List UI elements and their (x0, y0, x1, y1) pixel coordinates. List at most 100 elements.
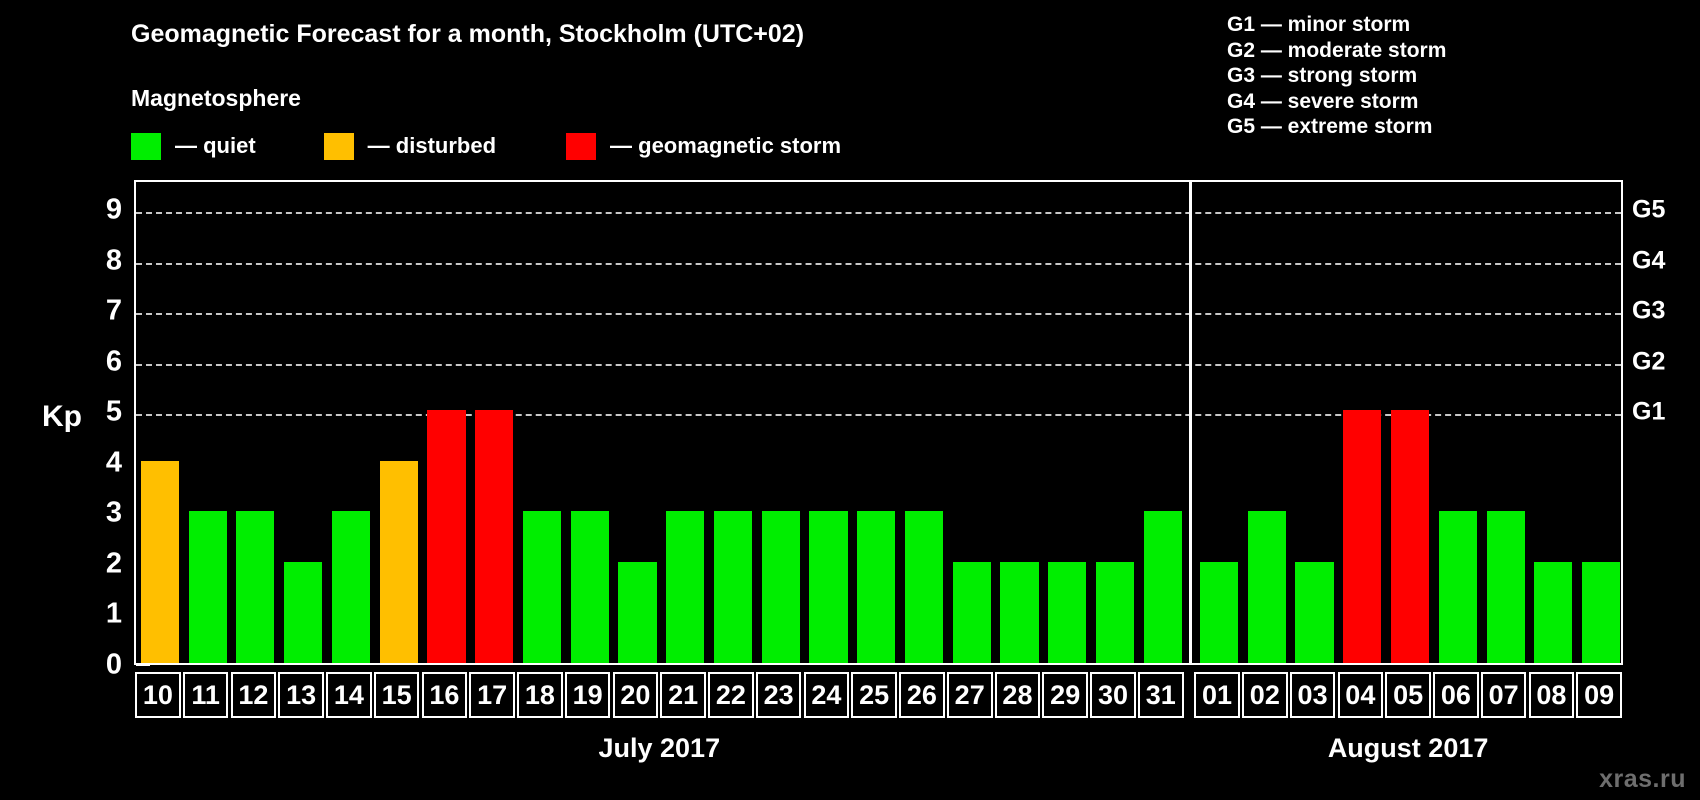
g-axis-tick-label-G2: G2 (1632, 347, 1666, 376)
bar-day-13[interactable] (284, 561, 323, 663)
day-label-23[interactable]: 23 (755, 672, 802, 718)
day-label-10[interactable]: 10 (135, 672, 181, 718)
y-axis-title: Kp (42, 400, 82, 433)
bar-day-05[interactable] (1391, 410, 1430, 663)
g-scale-line-g3: G3 — strong storm (1227, 64, 1418, 87)
bar-day-04[interactable] (1343, 410, 1382, 663)
day-label-29[interactable]: 29 (1042, 672, 1088, 718)
day-label-08[interactable]: 08 (1528, 672, 1575, 718)
bar-day-28[interactable] (1000, 561, 1039, 663)
bar-day-02[interactable] (1247, 511, 1286, 663)
day-label-21[interactable]: 21 (660, 672, 706, 718)
y-tick-mark-0 (136, 664, 150, 666)
bar-day-18[interactable] (522, 511, 562, 663)
bar-day-19[interactable] (570, 511, 609, 663)
month-label-july: July 2017 (598, 733, 721, 763)
bar-day-14[interactable] (331, 511, 370, 663)
y-tick-label-8: 8 (105, 244, 122, 277)
bar-day-27[interactable] (952, 561, 991, 663)
legend-label-quiet: — quiet (175, 133, 256, 158)
bar-day-22[interactable] (713, 511, 753, 663)
day-label-13[interactable]: 13 (278, 672, 324, 718)
day-label-05[interactable]: 05 (1385, 672, 1431, 718)
day-label-09[interactable]: 09 (1576, 672, 1622, 718)
day-label-01[interactable]: 01 (1194, 672, 1240, 718)
magnetosphere-legend: — quiet — disturbed — geomagnetic storm (131, 132, 841, 160)
y-tick-label-1: 1 (105, 597, 122, 630)
bar-day-03[interactable] (1295, 561, 1334, 663)
day-label-26[interactable]: 26 (899, 672, 945, 718)
y-axis-tick-labels: 0 1 2 3 4 5 6 7 8 9 (82, 180, 122, 681)
day-label-17[interactable]: 17 (469, 672, 515, 718)
day-label-22[interactable]: 22 (708, 672, 754, 718)
quiet-swatch (131, 132, 161, 160)
bar-day-23[interactable] (761, 511, 800, 663)
gridline-kp-6 (136, 363, 1621, 366)
day-label-04[interactable]: 04 (1337, 672, 1384, 718)
gridline-kp-8 (136, 262, 1621, 265)
gridline-kp-9 (136, 212, 1621, 215)
day-label-25[interactable]: 25 (851, 672, 897, 718)
day-label-20[interactable]: 20 (612, 672, 659, 718)
bar-day-07[interactable] (1486, 511, 1525, 663)
day-label-24[interactable]: 24 (803, 672, 850, 718)
g-axis-tick-label-G1: G1 (1632, 397, 1666, 426)
x-axis-day-labels: 10 11 12 13 14 15 16 17 18 19 20 21 22 23 24 25 26 27 28 29… (134, 672, 1623, 718)
day-label-16[interactable]: 16 (421, 672, 468, 718)
bar-day-25[interactable] (857, 511, 896, 663)
gridline-kp-7 (136, 313, 1621, 316)
legend-item-storm: — geomagnetic storm (566, 132, 842, 160)
bar-day-10[interactable] (140, 460, 179, 663)
day-label-30[interactable]: 30 (1090, 672, 1136, 718)
bar-day-12[interactable] (236, 511, 275, 663)
day-label-12[interactable]: 12 (230, 672, 277, 718)
y-tick-label-2: 2 (105, 547, 122, 580)
y-tick-label-0: 0 (105, 648, 122, 681)
bar-day-01[interactable] (1199, 561, 1239, 663)
site-watermark: xras.ru (1599, 765, 1686, 793)
bar-day-31[interactable] (1143, 511, 1182, 663)
plot-area (134, 180, 1623, 665)
g-axis-tick-labels: G1 G2 G3 G4 G5 (1632, 180, 1692, 665)
bar-day-11[interactable] (188, 511, 227, 663)
y-tick-label-4: 4 (105, 446, 122, 479)
day-label-14[interactable]: 14 (326, 672, 372, 718)
y-tick-label-9: 9 (105, 193, 122, 226)
bar-day-20[interactable] (618, 561, 657, 663)
day-label-03[interactable]: 03 (1289, 672, 1336, 718)
bar-day-08[interactable] (1534, 561, 1573, 663)
g-axis-tick-label-G3: G3 (1632, 296, 1666, 325)
page-title: Geomagnetic Forecast for a month, Stockh… (131, 20, 805, 48)
g-scale-line-g2: G2 — moderate storm (1227, 38, 1447, 62)
y-tick-label-5: 5 (105, 395, 122, 428)
day-label-02[interactable]: 02 (1242, 672, 1288, 718)
day-label-15[interactable]: 15 (373, 672, 420, 718)
bar-day-09[interactable] (1582, 561, 1621, 663)
day-label-19[interactable]: 19 (564, 672, 611, 718)
day-label-27[interactable]: 27 (946, 672, 993, 718)
bar-day-21[interactable] (666, 511, 705, 663)
bar-day-16[interactable] (427, 410, 466, 663)
day-label-28[interactable]: 28 (994, 672, 1041, 718)
bar-day-26[interactable] (904, 511, 944, 663)
storm-swatch (566, 132, 597, 160)
bar-day-29[interactable] (1048, 561, 1087, 663)
day-label-07[interactable]: 07 (1480, 672, 1527, 718)
bar-day-24[interactable] (809, 511, 848, 663)
day-label-31[interactable]: 31 (1137, 672, 1184, 718)
day-label-06[interactable]: 06 (1433, 672, 1479, 718)
legend-label-storm: — geomagnetic storm (610, 133, 842, 158)
bar-day-06[interactable] (1438, 511, 1477, 663)
g-scale-line-g4: G4 — severe storm (1227, 89, 1419, 113)
g-scale-line-g5: G5 — extreme storm (1227, 115, 1433, 138)
legend-label-disturbed: — disturbed (367, 133, 497, 158)
day-label-11[interactable]: 11 (182, 672, 229, 718)
day-label-18[interactable]: 18 (517, 672, 563, 718)
legend-heading: Magnetosphere (131, 85, 301, 111)
bar-day-17[interactable] (475, 410, 514, 663)
g-axis-tick-label-G5: G5 (1632, 195, 1666, 224)
g-axis-tick-label-G4: G4 (1632, 246, 1666, 275)
bar-day-30[interactable] (1095, 561, 1135, 663)
grid-layer (136, 182, 1621, 663)
bar-day-15[interactable] (379, 460, 418, 663)
